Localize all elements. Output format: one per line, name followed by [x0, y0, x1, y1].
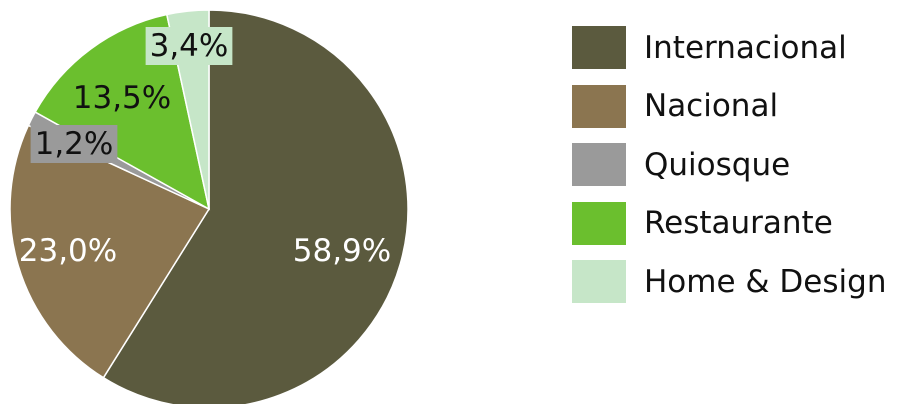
data-label-nacional: 23,0% — [19, 233, 117, 269]
pie-slices — [9, 9, 409, 404]
pie-chart: 58,9% 23,0% 1,2% 13,5% 3,4% — [9, 9, 409, 404]
legend-item-internacional: Internacional — [572, 26, 886, 69]
svg-text:58,9%: 58,9% — [293, 233, 391, 269]
data-label-quiosque: 1,2% — [30, 125, 118, 163]
data-label-internacional: 58,9% — [293, 233, 391, 269]
pie-slice-internacional — [102, 9, 409, 404]
legend-label: Quiosque — [644, 146, 791, 183]
svg-text:3,4%: 3,4% — [150, 28, 229, 64]
legend-item-home-design: Home & Design — [572, 260, 886, 303]
data-label-home-design: 3,4% — [145, 27, 233, 65]
legend-label: Internacional — [644, 29, 847, 66]
legend-swatch — [572, 26, 626, 69]
svg-text:1,2%: 1,2% — [35, 126, 114, 162]
legend-label: Nacional — [644, 88, 779, 124]
legend-swatch — [572, 260, 626, 303]
legend-item-quiosque: Quiosque — [572, 143, 886, 186]
legend-item-restaurante: Restaurante — [572, 201, 886, 245]
legend-label: Home & Design — [644, 263, 887, 300]
data-label-background — [30, 125, 118, 163]
data-label-restaurante: 13,5% — [73, 80, 171, 116]
data-label-background — [145, 27, 233, 65]
legend-swatch — [572, 201, 626, 245]
svg-text:23,0%: 23,0% — [19, 233, 117, 269]
legend-label: Restaurante — [644, 205, 833, 241]
legend-swatch — [572, 143, 626, 186]
pie-slice-nacional — [9, 124, 211, 379]
pie-data-labels: 58,9% 23,0% 1,2% 13,5% 3,4% — [19, 27, 391, 269]
legend-item-nacional: Nacional — [572, 84, 886, 128]
legend-swatch — [572, 84, 626, 128]
svg-text:13,5%: 13,5% — [73, 80, 171, 116]
chart-legend: Internacional Nacional Quiosque Restaurante… — [572, 26, 886, 319]
